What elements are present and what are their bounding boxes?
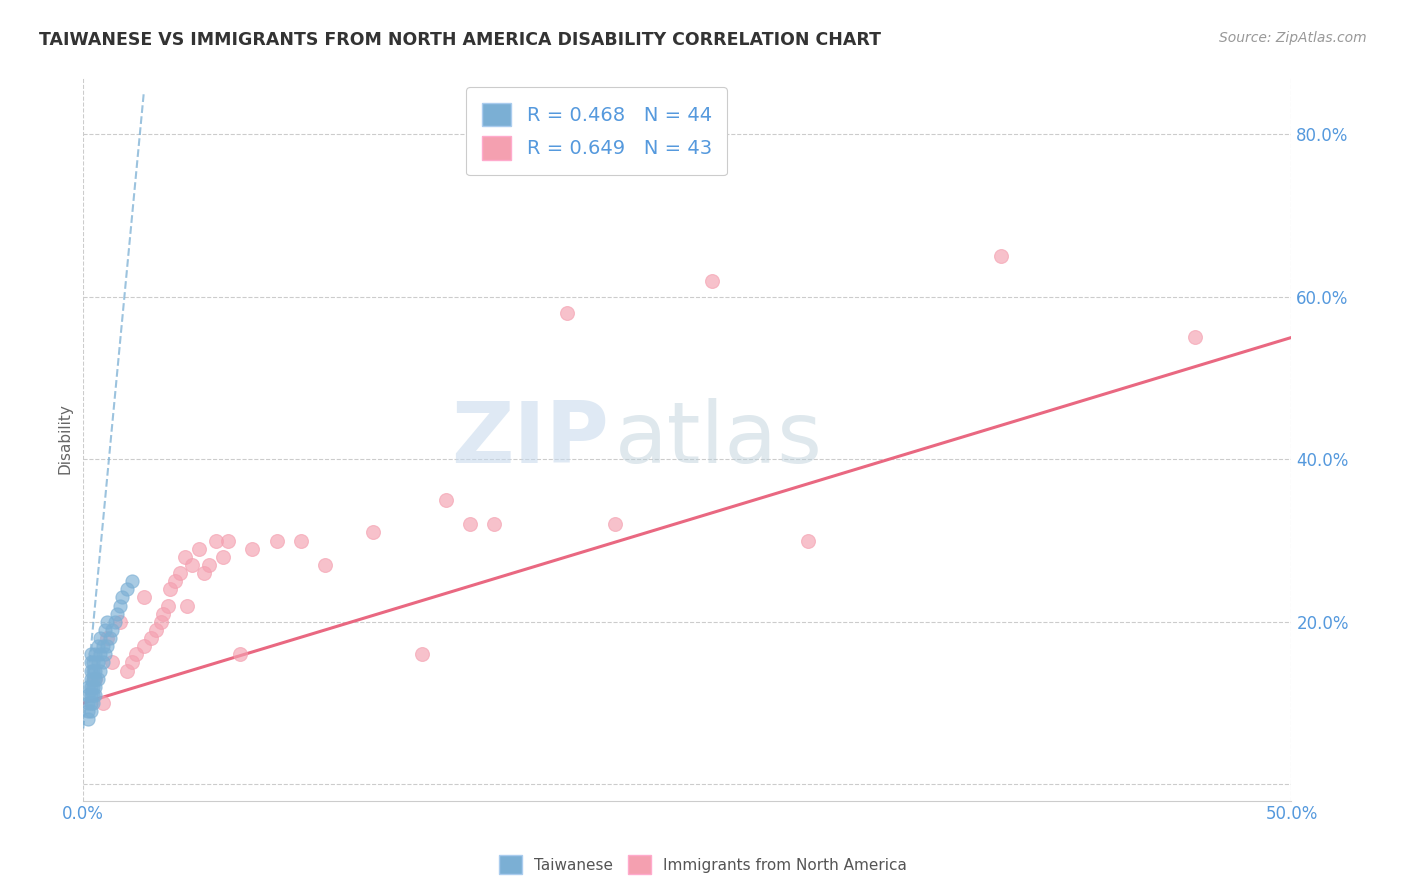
Point [84,664,107,678]
Point [700,274,723,288]
Point [229,648,252,662]
Point [87,672,110,686]
Point [121,656,143,670]
Text: ZIP: ZIP [451,398,609,481]
Point [121,574,143,589]
Point [458,517,481,532]
Point [104,615,127,629]
Point [79,648,101,662]
Point [105,607,128,621]
Point [188,541,211,556]
Point [79,680,101,694]
Point [181,558,204,572]
Point [89,648,111,662]
Point [482,517,505,532]
Point [96,631,118,645]
Point [176,599,198,613]
Point [159,582,181,597]
Y-axis label: Disability: Disability [58,403,72,475]
Point [108,615,131,629]
Point [115,664,138,678]
Point [152,607,174,621]
Point [205,533,228,548]
Text: atlas: atlas [614,398,823,481]
Point [82,656,104,670]
Point [411,648,433,662]
Point [84,672,107,686]
Point [91,696,114,710]
Point [77,696,100,710]
Point [266,533,288,548]
Point [125,648,148,662]
Point [89,664,111,678]
Text: Source: ZipAtlas.com: Source: ZipAtlas.com [1219,31,1367,45]
Point [91,656,114,670]
Point [290,533,312,548]
Point [84,680,107,694]
Point [132,639,155,653]
Point [77,712,100,726]
Point [79,704,101,718]
Point [79,664,101,678]
Point [89,631,111,645]
Point [198,558,221,572]
Point [139,631,162,645]
Point [79,672,101,686]
Point [94,623,117,637]
Point [79,688,101,702]
Point [115,582,138,597]
Point [82,688,104,702]
Legend: R = 0.468   N = 44, R = 0.649   N = 43: R = 0.468 N = 44, R = 0.649 N = 43 [467,87,727,176]
Point [87,656,110,670]
Point [82,696,104,710]
Point [96,639,118,653]
Point [96,615,118,629]
Point [108,599,131,613]
Point [84,672,107,686]
Point [84,648,107,662]
Point [94,648,117,662]
Point [555,306,578,320]
Point [79,696,101,710]
Point [101,656,124,670]
Point [82,664,104,678]
Point [212,549,235,564]
Point [173,549,195,564]
Point [361,525,384,540]
Point [132,591,155,605]
Point [91,639,114,653]
Point [79,656,101,670]
Point [77,704,100,718]
Point [434,493,457,508]
Point [87,639,110,653]
Point [990,249,1012,263]
Point [242,541,264,556]
Point [84,688,107,702]
Point [156,599,179,613]
Legend: Taiwanese, Immigrants from North America: Taiwanese, Immigrants from North America [492,849,914,880]
Point [77,688,100,702]
Point [314,558,336,572]
Point [149,615,172,629]
Point [82,672,104,686]
Point [101,623,124,637]
Point [98,631,121,645]
Text: TAIWANESE VS IMMIGRANTS FROM NORTH AMERICA DISABILITY CORRELATION CHART: TAIWANESE VS IMMIGRANTS FROM NORTH AMERI… [39,31,882,49]
Point [82,680,104,694]
Point [193,566,215,580]
Point [165,574,187,589]
Point [169,566,191,580]
Point [77,680,100,694]
Point [217,533,239,548]
Point [111,591,134,605]
Point [1184,330,1206,344]
Point [603,517,626,532]
Point [145,623,167,637]
Point [797,533,820,548]
